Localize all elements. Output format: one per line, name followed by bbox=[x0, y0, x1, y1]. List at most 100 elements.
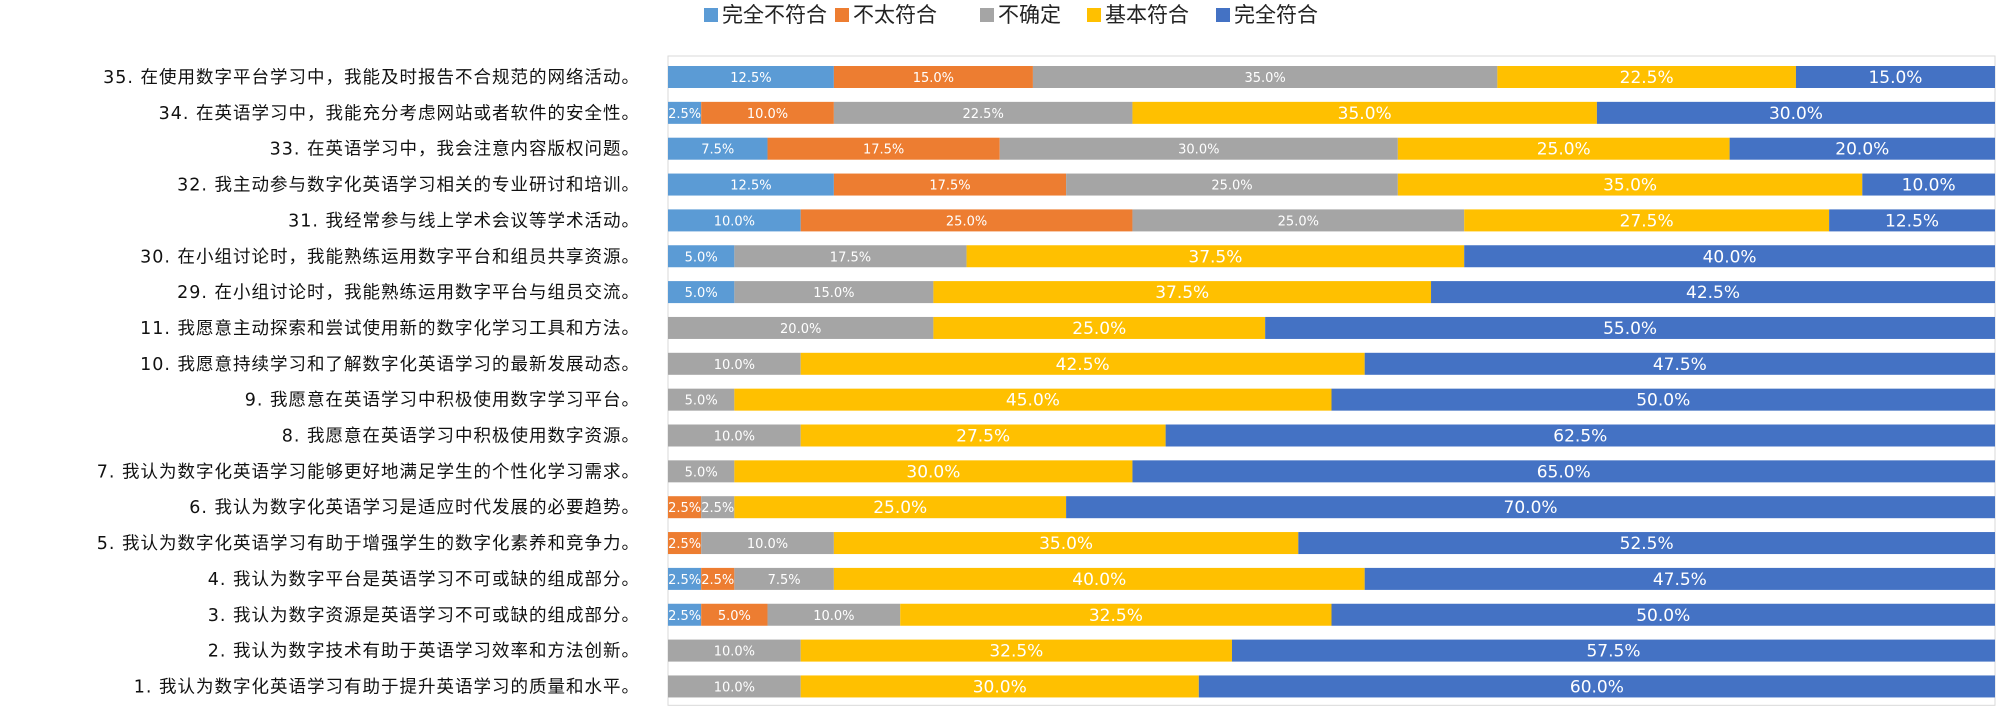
data-label: 12.5% bbox=[1885, 211, 1939, 231]
data-label: 30.0% bbox=[1769, 104, 1823, 124]
data-label: 10.0% bbox=[714, 645, 755, 660]
bar-segment bbox=[1032, 66, 1498, 88]
bar-segment bbox=[734, 281, 934, 304]
bar-segment bbox=[701, 101, 834, 124]
bar-segment bbox=[1331, 388, 1995, 411]
data-label: 10.0% bbox=[714, 214, 755, 229]
data-label: 55.0% bbox=[1603, 319, 1657, 339]
data-label: 32.5% bbox=[989, 642, 1043, 662]
data-label: 7.5% bbox=[701, 143, 734, 158]
data-label: 2.5% bbox=[701, 573, 734, 588]
data-label: 27.5% bbox=[956, 427, 1010, 447]
data-label: 5.0% bbox=[685, 250, 718, 265]
data-label: 2.5% bbox=[668, 573, 701, 588]
plot-area bbox=[667, 55, 1996, 706]
data-label: 62.5% bbox=[1553, 427, 1607, 447]
data-label: 5.0% bbox=[718, 609, 751, 624]
bar-segment bbox=[1397, 137, 1730, 160]
bar-segment bbox=[668, 496, 702, 519]
data-label: 2.5% bbox=[701, 501, 734, 516]
data-label: 2.5% bbox=[668, 501, 701, 516]
bar-segment bbox=[933, 281, 1432, 304]
data-label: 32.5% bbox=[1089, 606, 1143, 626]
data-label: 20.0% bbox=[780, 322, 821, 337]
data-label: 10.0% bbox=[714, 430, 755, 445]
bar-segment bbox=[734, 245, 967, 268]
category-label: 6. 我认为数字化英语学习是适应时代发展的必要趋势。 bbox=[189, 498, 640, 518]
bar-segment bbox=[767, 137, 1000, 160]
bar-segment bbox=[734, 460, 1133, 483]
data-label: 17.5% bbox=[830, 250, 871, 265]
bar-segment bbox=[966, 245, 1465, 268]
legend-label-3: 不确定 bbox=[998, 3, 1061, 27]
bar-segment bbox=[800, 639, 1232, 662]
bar-segment bbox=[1464, 209, 1830, 232]
data-label: 27.5% bbox=[1620, 211, 1674, 231]
bar-segment bbox=[668, 173, 834, 196]
data-label: 7.5% bbox=[768, 573, 801, 588]
plot-border bbox=[667, 55, 1996, 706]
bar-segment bbox=[1862, 173, 1995, 196]
legend-swatch-1 bbox=[704, 8, 718, 22]
bar-segment bbox=[734, 388, 1332, 411]
bar-segment bbox=[701, 603, 768, 626]
data-label: 15.0% bbox=[1868, 68, 1922, 88]
category-label: 5. 我认为数字化英语学习有助于增强学生的数字化素养和竞争力。 bbox=[97, 534, 640, 554]
bar-segment bbox=[1795, 66, 1995, 88]
data-label: 5.0% bbox=[685, 465, 718, 480]
bar-segment bbox=[1464, 245, 1995, 268]
data-label: 10.0% bbox=[1902, 176, 1956, 196]
data-label: 2.5% bbox=[668, 609, 701, 624]
data-label: 50.0% bbox=[1636, 391, 1690, 411]
legend-label-4: 基本符合 bbox=[1105, 3, 1189, 27]
bar-segment bbox=[833, 173, 1067, 196]
bar-segment bbox=[668, 424, 801, 447]
category-label: 7. 我认为数字化英语学习能够更好地满足学生的个性化学习需求。 bbox=[97, 462, 640, 482]
bar-segment bbox=[668, 388, 735, 411]
category-label: 3. 我认为数字资源是英语学习不可或缺的组成部分。 bbox=[208, 606, 640, 626]
data-label: 35.0% bbox=[1244, 71, 1285, 86]
data-label: 5.0% bbox=[685, 394, 718, 409]
data-label: 45.0% bbox=[1006, 391, 1060, 411]
data-label: 25.0% bbox=[1278, 214, 1319, 229]
data-label: 25.0% bbox=[873, 498, 927, 518]
data-label: 30.0% bbox=[1178, 143, 1219, 158]
data-label: 15.0% bbox=[813, 286, 854, 301]
bar-segment bbox=[1829, 209, 1995, 232]
category-label: 30. 在小组讨论时，我能熟练运用数字平台和组员共享资源。 bbox=[140, 246, 640, 267]
bar-segment bbox=[668, 66, 834, 88]
category-label: 29. 在小组讨论时，我能熟练运用数字平台与组员交流。 bbox=[177, 282, 640, 303]
bar-segment bbox=[833, 532, 1299, 555]
data-label: 30.0% bbox=[906, 462, 960, 482]
data-label: 57.5% bbox=[1586, 642, 1640, 662]
bar-segment bbox=[668, 639, 801, 662]
data-label: 30.0% bbox=[973, 677, 1027, 697]
bar-segment bbox=[701, 532, 834, 555]
bar-segment bbox=[1364, 352, 1995, 375]
bar-segment bbox=[833, 567, 1365, 590]
data-label: 17.5% bbox=[863, 143, 904, 158]
data-label: 35.0% bbox=[1039, 534, 1093, 554]
legend-swatch-5 bbox=[1216, 8, 1230, 22]
bar-segment bbox=[668, 137, 768, 160]
bar-segment bbox=[833, 66, 1033, 88]
data-label: 10.0% bbox=[813, 609, 854, 624]
legend: 完全不符合 不太符合 不确定 基本符合 完全符合 bbox=[704, 3, 1318, 27]
bar-segment bbox=[668, 352, 801, 375]
bar-segment bbox=[668, 603, 702, 626]
data-label: 2.5% bbox=[668, 537, 701, 552]
bars: 12.5% 15.0% 35.0% 22.5% 15.0% 2.5% 10.0% 22.5% 3… bbox=[668, 66, 1995, 698]
data-label: 52.5% bbox=[1620, 534, 1674, 554]
data-label: 15.0% bbox=[913, 71, 954, 86]
category-label: 32. 我主动参与数字化英语学习相关的专业研讨和培训。 bbox=[177, 176, 640, 196]
bar-segment bbox=[734, 496, 1067, 519]
bar-segment bbox=[734, 567, 834, 590]
data-label: 50.0% bbox=[1636, 606, 1690, 626]
category-label: 10. 我愿意持续学习和了解数字化英语学习的最新发展动态。 bbox=[140, 355, 640, 375]
category-labels: 35. 在使用数字平台学习中，我能及时报告不合规范的网络活动。 34. 在英语学习… bbox=[97, 67, 640, 697]
data-label: 42.5% bbox=[1686, 283, 1740, 303]
bar-segment bbox=[1265, 316, 1995, 339]
bar-segment bbox=[1298, 532, 1995, 555]
data-label: 17.5% bbox=[929, 179, 970, 194]
